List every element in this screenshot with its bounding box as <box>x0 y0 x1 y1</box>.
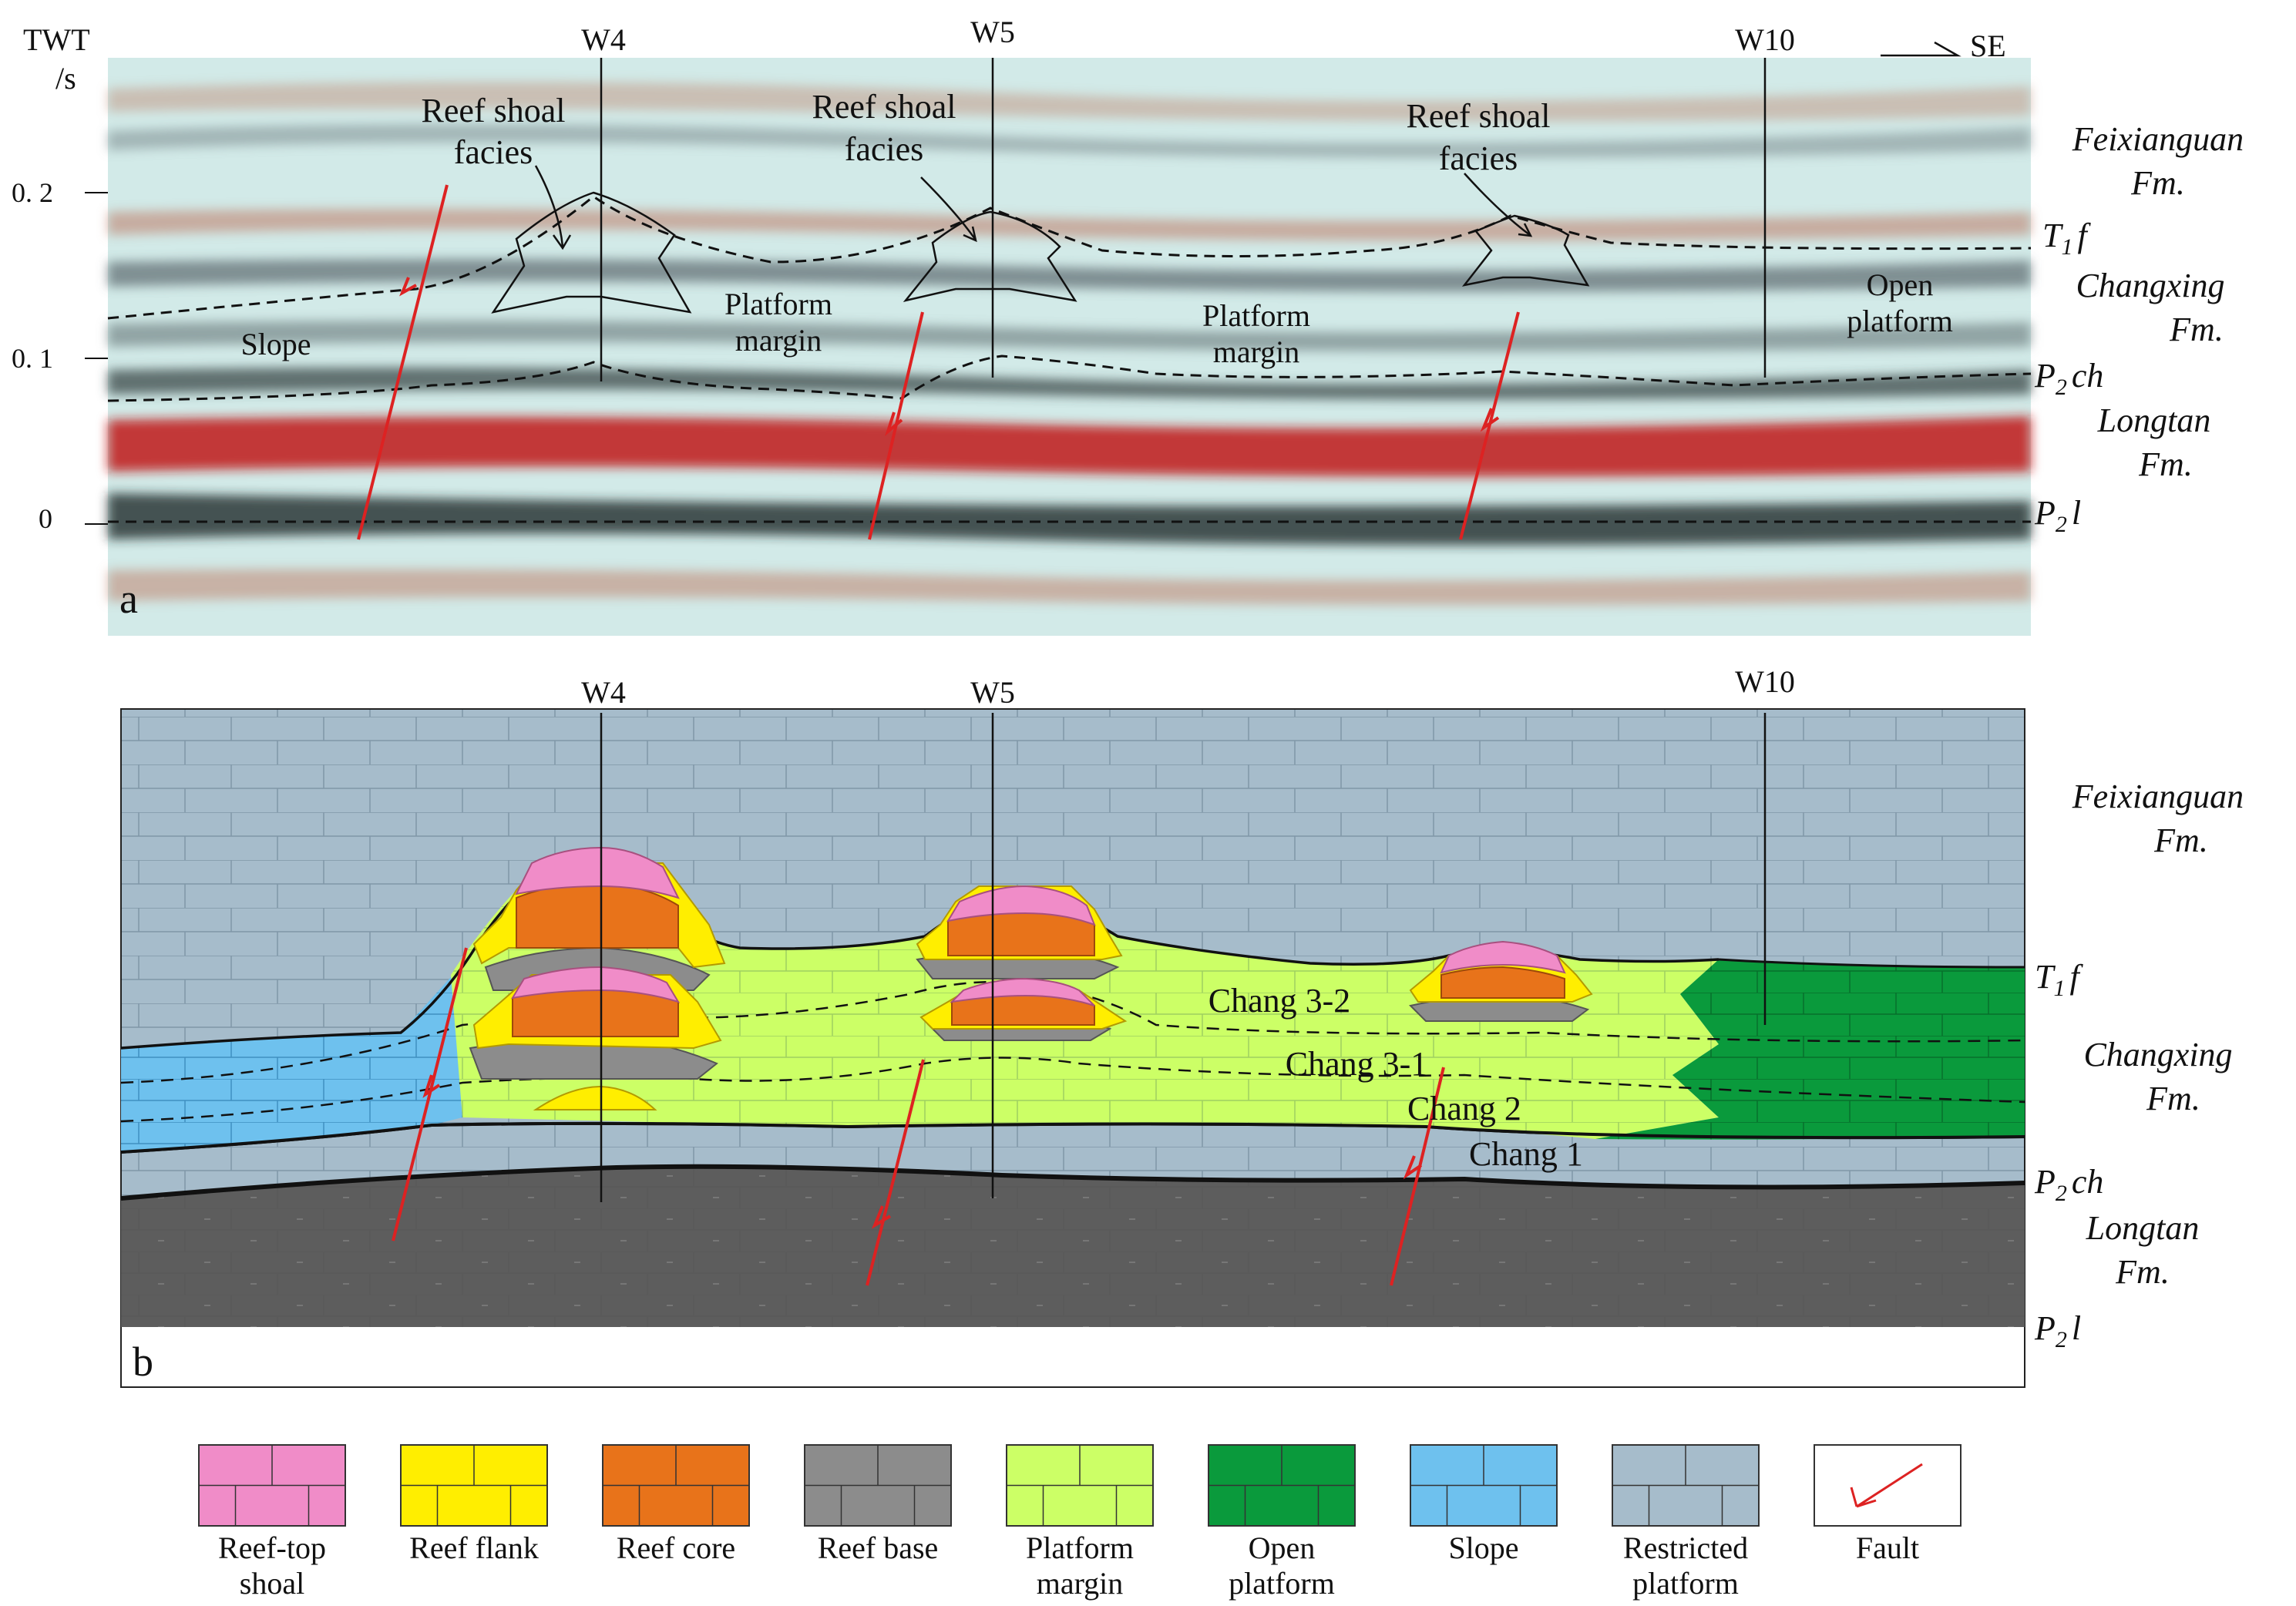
horizon-label-p2l-b: P2 l <box>2034 1309 2081 1352</box>
horizon-label-t1f-a: T1 f <box>2042 217 2091 260</box>
well-label-w4-b: W4 <box>581 675 626 710</box>
formation-changxing-b: Changxing <box>2083 1036 2232 1073</box>
legend-label-slope: Slope <box>1448 1530 1518 1565</box>
legend-item-reef-core: Reef core <box>602 1444 750 1565</box>
unit-label-chang-3-1: Chang 3-1 <box>1286 1045 1428 1083</box>
platform-margin-label-2: Platform <box>1202 298 1310 333</box>
well-label-w10-a: W10 <box>1735 22 1795 57</box>
well-label-w10-b: W10 <box>1735 664 1795 699</box>
formation-feixianguan-b: Feixianguan <box>2072 778 2244 815</box>
formation-changxing-fm-b: Fm. <box>2146 1080 2200 1117</box>
formation-longtan-fm-a: Fm. <box>2138 445 2193 483</box>
legend-label-open-platform-line2: platform <box>1229 1566 1335 1601</box>
faults-a <box>357 184 1520 540</box>
reef-w5-lower <box>919 977 1128 1041</box>
unit-label-chang-2: Chang 2 <box>1407 1090 1521 1127</box>
axis-ticks <box>85 192 108 525</box>
horizon-label-p2l-a: P2 l <box>2034 494 2081 537</box>
facies-model-panel: W4 W5 W10 Chang 3-2 Chang 3-1 Chang 2 Ch… <box>120 664 2244 1388</box>
formation-changxing-fm-a: Fm. <box>2169 311 2224 348</box>
platform-margin-label-1b: margin <box>735 323 822 358</box>
tick-label-01: 0. 1 <box>12 343 53 374</box>
horizon-label-t1f-b: T1 f <box>2035 958 2083 1001</box>
formation-feixianguan-fm-b: Fm. <box>2153 821 2208 859</box>
direction-label: SE <box>1970 29 2006 63</box>
tick-label-0: 0 <box>39 503 52 534</box>
reef-shoal-label-3: Reef shoal <box>1407 97 1551 135</box>
axis-title-unit: /s <box>55 61 76 96</box>
legend-item-fault: Fault <box>1814 1444 1962 1565</box>
legend-item-reef-base: Reef base <box>804 1444 952 1565</box>
formation-feixianguan-fm-a: Fm. <box>2130 164 2185 202</box>
legend-label-reef-top-shoal-line2: shoal <box>240 1566 304 1601</box>
horizon-label-p2ch-a: P2 ch <box>2034 357 2103 400</box>
formation-longtan-fm-b: Fm. <box>2115 1253 2170 1291</box>
reef-shoal-label-1: Reef shoal <box>422 92 566 129</box>
faults-b <box>392 947 1445 1286</box>
horizon-t1f <box>107 195 2032 320</box>
legend-label-reef-base: Reef base <box>818 1530 939 1565</box>
reef-shoal-facies-3: facies <box>1439 139 1518 177</box>
formation-feixianguan-a: Feixianguan <box>2072 120 2244 158</box>
tick-label-02: 0. 2 <box>12 177 53 208</box>
legend-label-restricted-platform: Restricted <box>1623 1530 1748 1565</box>
horizon-p2ch-b <box>120 1164 2025 1201</box>
open-platform-label-a2: platform <box>1847 304 1953 338</box>
reef-shoal-facies-2: facies <box>845 130 924 168</box>
legend-item-reef-flank: Reef flank <box>400 1444 548 1565</box>
reef-shoal-label-2: Reef shoal <box>812 88 956 126</box>
panel-label-a: a <box>119 576 138 622</box>
slope-label-a: Slope <box>240 327 311 361</box>
legend-label-open-platform: Open <box>1249 1530 1316 1565</box>
legend-label-restricted-platform-line2: platform <box>1632 1566 1739 1601</box>
reef-outlines <box>491 191 1590 314</box>
reef-w5-upper <box>916 885 1123 979</box>
legend-label-reef-flank: Reef flank <box>409 1530 539 1565</box>
chang-boundaries <box>120 980 2025 1123</box>
formation-longtan-b: Longtan <box>2086 1209 2200 1247</box>
open-platform-label-a: Open <box>1867 267 1934 302</box>
reef-shoal-facies-1: facies <box>454 133 533 171</box>
legend-label-reef-core: Reef core <box>617 1530 735 1565</box>
horizon-label-p2ch-b: P2 ch <box>2034 1163 2103 1206</box>
seismic-reflectors <box>108 82 2031 605</box>
well-label-w5-a: W5 <box>970 15 1015 49</box>
well-label-w4-a: W4 <box>581 22 626 57</box>
legend-item-slope: Slope <box>1410 1444 1558 1565</box>
legend-label-platform-margin-line2: margin <box>1037 1566 1124 1601</box>
unit-label-chang-1: Chang 1 <box>1469 1135 1583 1173</box>
reef-w4-lower <box>469 966 722 1110</box>
legend-label-reef-top-shoal: Reef-top <box>218 1530 326 1565</box>
axis-title-twt: TWT <box>23 22 90 57</box>
legend-label-platform-margin: Platform <box>1026 1530 1134 1565</box>
annotation-arrows <box>534 165 1533 250</box>
se-arrow <box>1881 41 1962 57</box>
formation-changxing-a: Changxing <box>2076 267 2224 304</box>
unit-label-chang-3-2: Chang 3-2 <box>1209 982 1351 1020</box>
panel-label-b: b <box>133 1339 153 1385</box>
platform-margin-label-2b: margin <box>1213 334 1300 369</box>
seismic-panel: TWT /s 0. 2 0. 1 0 SE W4 W5 W10 Reef sho… <box>12 15 2244 636</box>
well-label-w5-b: W5 <box>970 675 1015 710</box>
platform-margin-label-1: Platform <box>724 287 832 321</box>
reef-east <box>1408 940 1593 1022</box>
legend-label-fault: Fault <box>1856 1530 1919 1565</box>
formation-longtan-a: Longtan <box>2097 402 2211 439</box>
